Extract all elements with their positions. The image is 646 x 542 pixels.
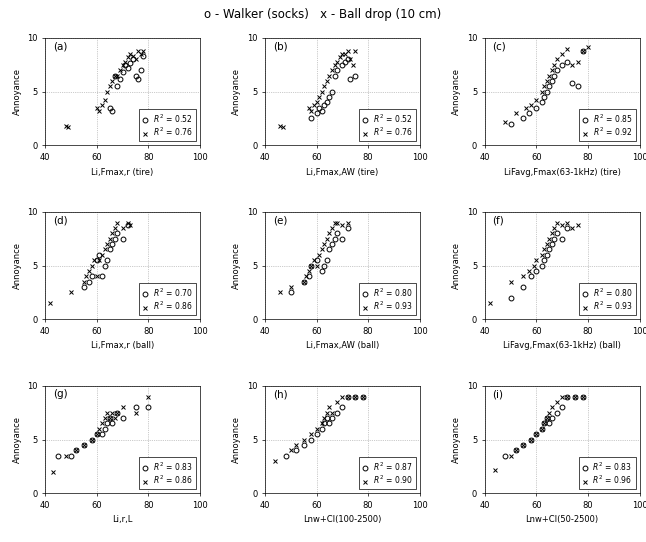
X-axis label: Li,Fmax,AW (tire): Li,Fmax,AW (tire) xyxy=(306,167,379,177)
Text: (h): (h) xyxy=(273,389,287,399)
X-axis label: Li,Fmax,r (ball): Li,Fmax,r (ball) xyxy=(91,341,154,351)
Text: (g): (g) xyxy=(53,389,68,399)
X-axis label: Li,Fmax,AW (ball): Li,Fmax,AW (ball) xyxy=(306,341,379,351)
Y-axis label: Annoyance: Annoyance xyxy=(12,416,21,463)
Legend:   $R^2$ = 0.87,   $R^2$ = 0.90: $R^2$ = 0.87, $R^2$ = 0.90 xyxy=(359,457,416,489)
Legend:   $R^2$ = 0.83,   $R^2$ = 0.86: $R^2$ = 0.83, $R^2$ = 0.86 xyxy=(140,457,196,489)
Y-axis label: Annoyance: Annoyance xyxy=(452,416,461,463)
X-axis label: Li,Fmax,r (tire): Li,Fmax,r (tire) xyxy=(92,167,154,177)
Legend:   $R^2$ = 0.70,   $R^2$ = 0.86: $R^2$ = 0.70, $R^2$ = 0.86 xyxy=(140,283,196,315)
Legend:   $R^2$ = 0.83,   $R^2$ = 0.96: $R^2$ = 0.83, $R^2$ = 0.96 xyxy=(579,457,636,489)
X-axis label: Lnw+CI(100-2500): Lnw+CI(100-2500) xyxy=(303,515,382,525)
Legend:   $R^2$ = 0.80,   $R^2$ = 0.93: $R^2$ = 0.80, $R^2$ = 0.93 xyxy=(579,283,636,315)
X-axis label: Li,r,L: Li,r,L xyxy=(112,515,133,525)
Legend:   $R^2$ = 0.52,   $R^2$ = 0.76: $R^2$ = 0.52, $R^2$ = 0.76 xyxy=(359,109,416,141)
Y-axis label: Annoyance: Annoyance xyxy=(233,416,242,463)
Y-axis label: Annoyance: Annoyance xyxy=(12,68,21,115)
Text: (i): (i) xyxy=(492,389,503,399)
Text: (d): (d) xyxy=(53,215,68,225)
Legend:   $R^2$ = 0.52,   $R^2$ = 0.76: $R^2$ = 0.52, $R^2$ = 0.76 xyxy=(140,109,196,141)
Y-axis label: Annoyance: Annoyance xyxy=(233,242,242,289)
Text: (a): (a) xyxy=(53,41,67,51)
Y-axis label: Annoyance: Annoyance xyxy=(452,68,461,115)
X-axis label: LiFavg,Fmax(63-1kHz) (ball): LiFavg,Fmax(63-1kHz) (ball) xyxy=(503,341,621,351)
Y-axis label: Annoyance: Annoyance xyxy=(12,242,21,289)
Legend:   $R^2$ = 0.80,   $R^2$ = 0.93: $R^2$ = 0.80, $R^2$ = 0.93 xyxy=(359,283,416,315)
Text: o - Walker (socks)   x - Ball drop (10 cm): o - Walker (socks) x - Ball drop (10 cm) xyxy=(204,8,442,21)
Text: (f): (f) xyxy=(492,215,505,225)
Y-axis label: Annoyance: Annoyance xyxy=(233,68,242,115)
Text: (b): (b) xyxy=(273,41,287,51)
X-axis label: LiFavg,Fmax(63-1kHz) (tire): LiFavg,Fmax(63-1kHz) (tire) xyxy=(504,167,621,177)
Y-axis label: Annoyance: Annoyance xyxy=(452,242,461,289)
Text: (c): (c) xyxy=(492,41,506,51)
Legend:   $R^2$ = 0.85,   $R^2$ = 0.92: $R^2$ = 0.85, $R^2$ = 0.92 xyxy=(579,109,636,141)
X-axis label: Lnw+CI(50-2500): Lnw+CI(50-2500) xyxy=(526,515,599,525)
Text: (e): (e) xyxy=(273,215,287,225)
